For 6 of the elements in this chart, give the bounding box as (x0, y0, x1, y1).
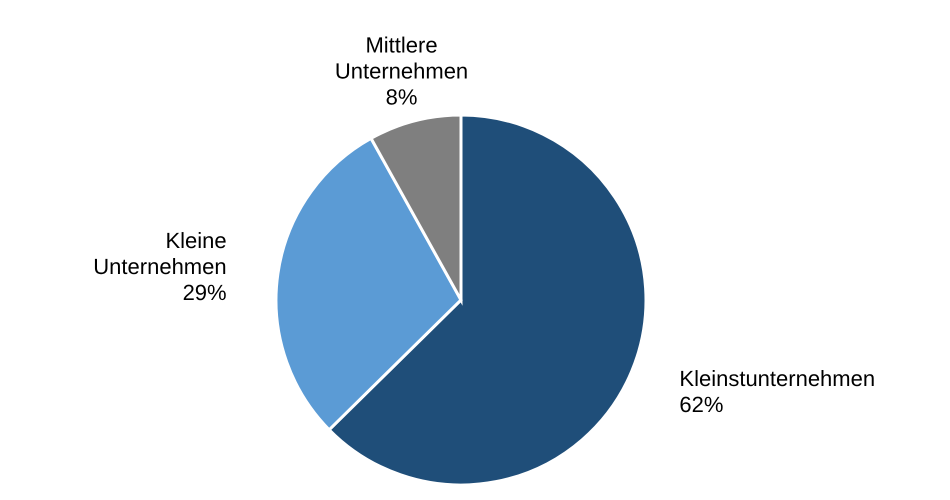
data-label: 62% (679, 392, 724, 418)
slice-label: Mittlere Unternehmen (334, 32, 468, 84)
data-label: 29% (182, 280, 227, 305)
slice-label: Kleine Unternehmen (93, 228, 227, 279)
slice-label: Kleinstunternehmen (679, 366, 876, 392)
data-label: 8% (386, 84, 418, 110)
